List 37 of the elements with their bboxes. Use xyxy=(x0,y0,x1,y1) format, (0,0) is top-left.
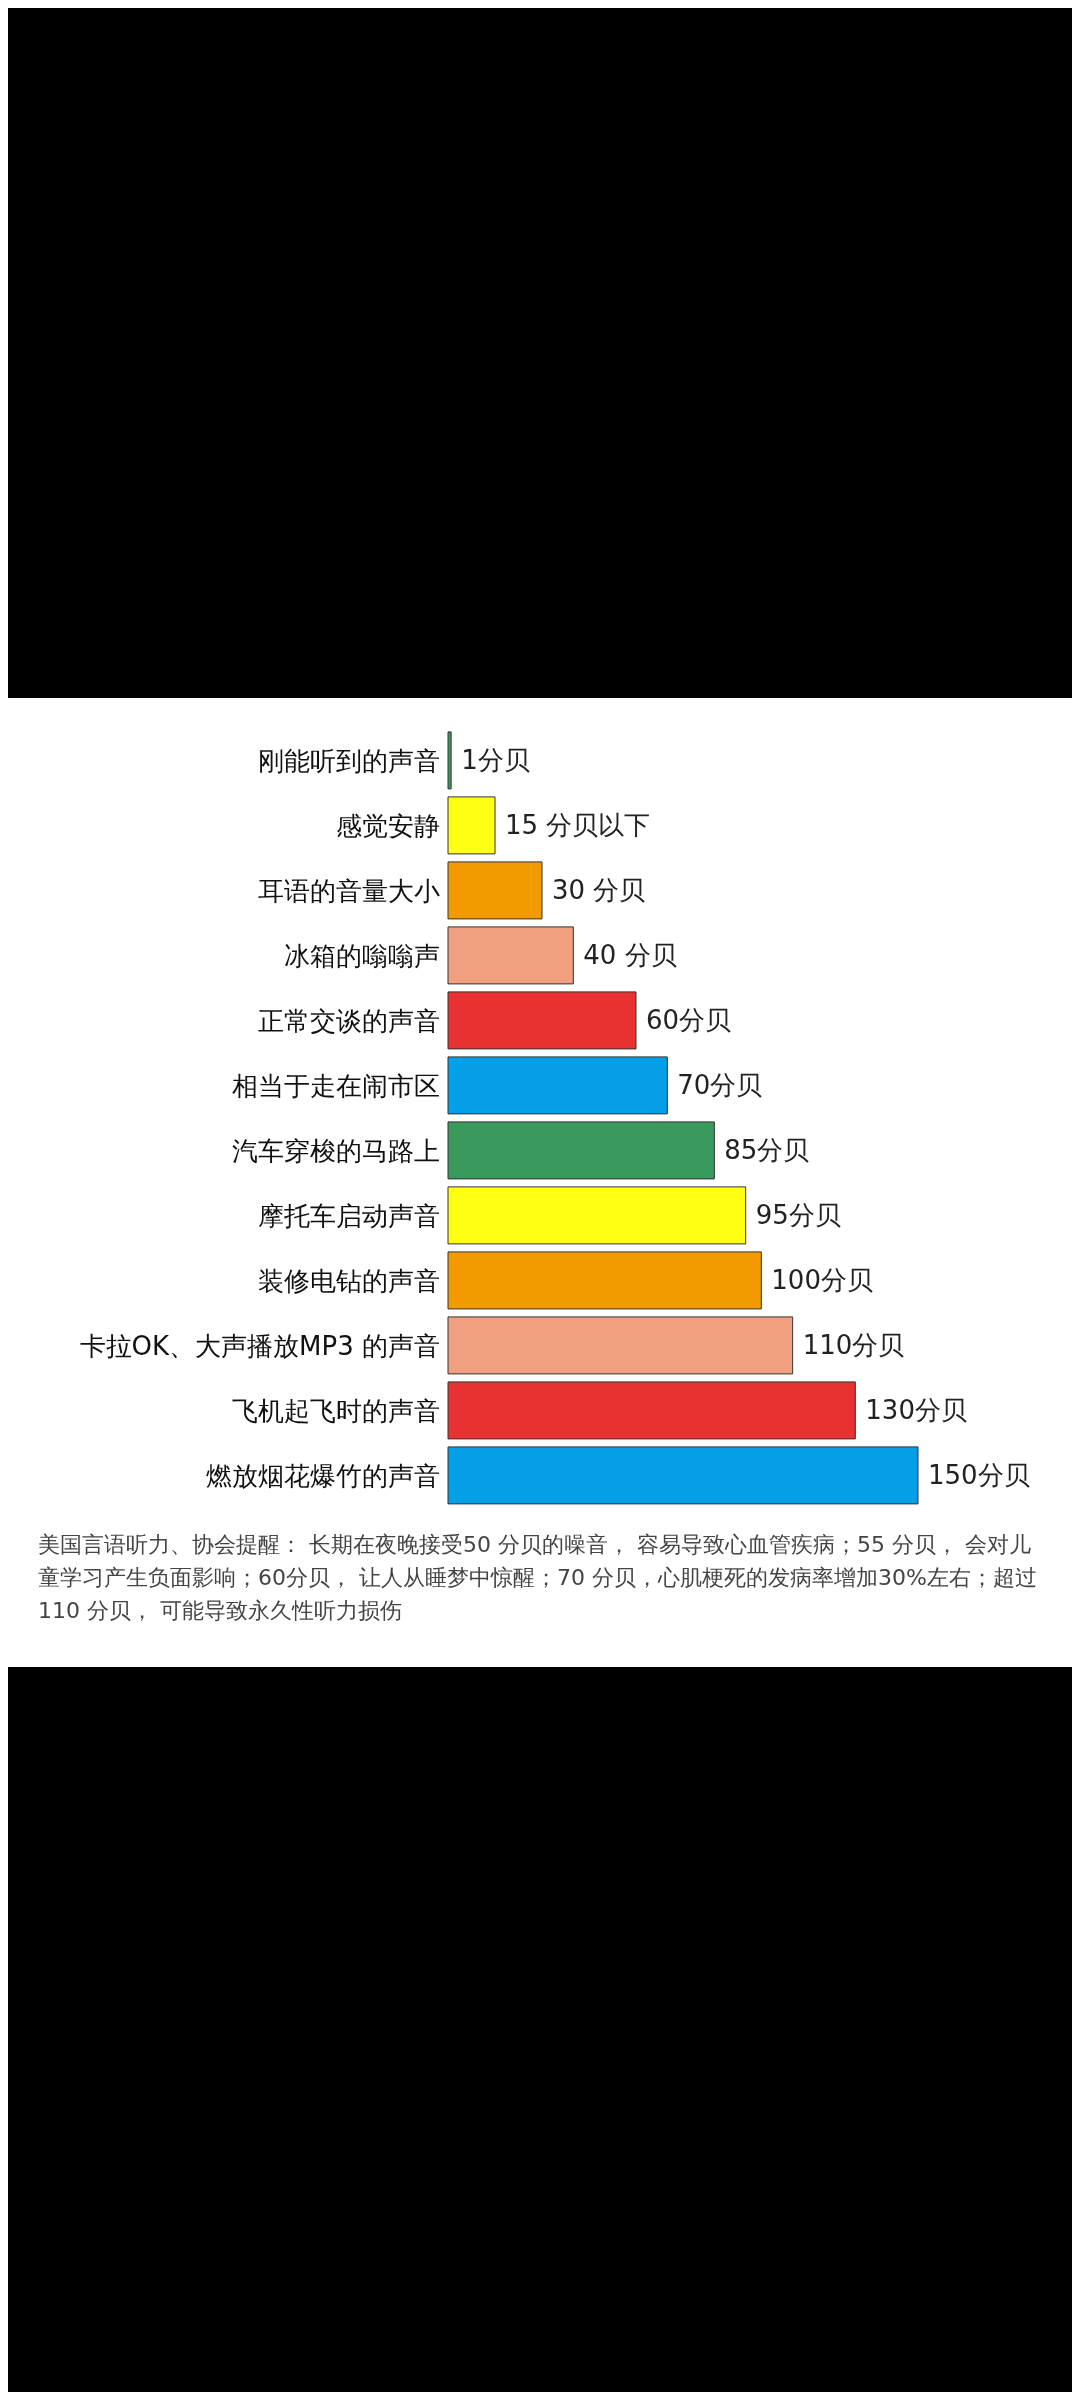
bar xyxy=(447,1251,762,1310)
data-label: 130分贝 xyxy=(865,1395,967,1426)
bar xyxy=(447,926,574,985)
y-tick-label: 卡拉OK、大声播放MP3 的声音 xyxy=(79,1330,440,1361)
bar xyxy=(447,861,543,920)
data-label: 85分贝 xyxy=(724,1135,810,1166)
y-tick-label: 装修电钻的声音 xyxy=(258,1265,440,1296)
y-tick-label: 冰箱的嗡嗡声 xyxy=(284,940,440,971)
data-label: 110分贝 xyxy=(802,1330,905,1361)
data-label: 70分贝 xyxy=(677,1070,763,1101)
y-tick-label: 感觉安静 xyxy=(336,810,440,841)
bar xyxy=(447,796,496,855)
y-tick-label: 飞机起飞时的声音 xyxy=(232,1395,440,1426)
y-tick-label: 相当于走在闹市区 xyxy=(232,1070,440,1101)
data-label: 1分贝 xyxy=(461,745,530,776)
bar xyxy=(447,1121,715,1180)
data-label: 150分贝 xyxy=(928,1460,1030,1491)
bar xyxy=(447,1381,856,1440)
bar xyxy=(447,731,452,790)
bar xyxy=(447,1316,794,1375)
bar xyxy=(447,1186,747,1245)
data-label: 40 分贝 xyxy=(583,940,677,971)
data-label: 30 分贝 xyxy=(552,875,646,906)
y-tick-label: 正常交谈的声音 xyxy=(258,1005,440,1036)
text: 美国言语听力、协会提醒： 长期在夜晚接受50 分贝的噪音， 容易导致心血管疾病；55 分贝， 会对儿童学习产生负面影响；60分贝， 让人从睡梦中惊醒；70 分贝，心肌梗死的发病率增加30%左右；超过110 分贝， 可能导致永久性听力损伤 xyxy=(37,1531,1038,1625)
bar xyxy=(447,991,637,1050)
y-tick-label: 耳语的音量大小 xyxy=(258,875,440,906)
data-label: 95分贝 xyxy=(755,1200,841,1231)
y-tick-label: 燃放烟花爆竹的声音 xyxy=(206,1460,440,1491)
data-label: 60分贝 xyxy=(646,1005,732,1036)
y-tick-label: 汽车穿梭的马路上 xyxy=(232,1135,440,1166)
bar xyxy=(447,1056,668,1115)
y-tick-label: 摩托车启动声音 xyxy=(258,1200,440,1231)
data-label: 15 分贝以下 xyxy=(505,810,651,841)
data-label: 100分贝 xyxy=(771,1265,873,1296)
y-tick-label: 刚能听到的声音 xyxy=(258,745,440,776)
bar xyxy=(447,1446,919,1505)
